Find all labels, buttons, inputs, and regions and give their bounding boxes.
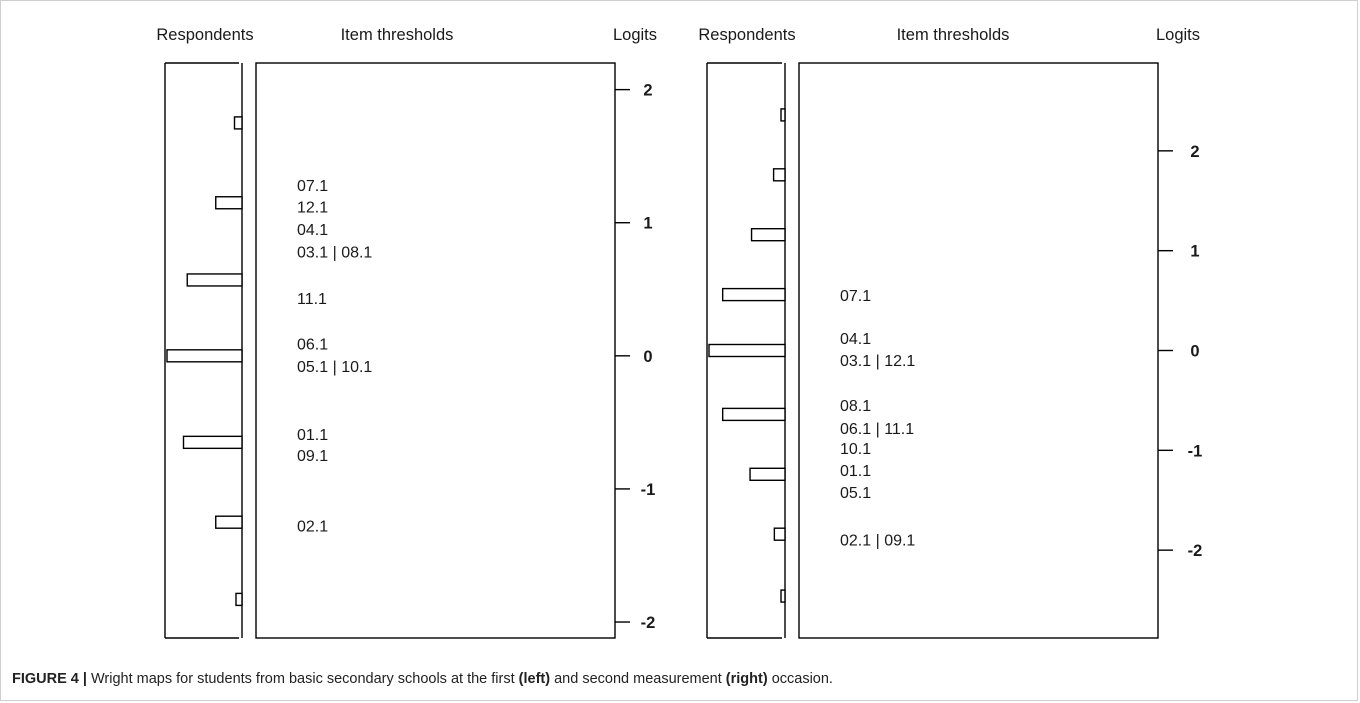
right-logit-tick-label-0: 2 (1190, 143, 1199, 161)
left-logit-tick-label-1: 1 (643, 215, 652, 233)
right-item-label-2: 03.1 | 12.1 (840, 353, 915, 370)
right-logits-header: Logits (1156, 26, 1200, 44)
caption-bold-right: (right) (725, 671, 768, 687)
right-items-header: Item thresholds (897, 26, 1010, 44)
left-respondent-bar-6 (235, 592, 243, 607)
left-item-thresholds-box (255, 62, 616, 639)
right-logit-tick-label-3: -1 (1188, 442, 1203, 460)
left-respondent-bar-5 (215, 515, 243, 529)
left-logit-tick-label-4: -2 (641, 614, 656, 632)
right-respondent-bar-6 (749, 467, 786, 481)
caption-text-3: occasion. (767, 671, 833, 687)
left-logit-tick-label-2: 0 (643, 348, 652, 366)
left-respondent-bar-4 (182, 435, 243, 450)
left-item-label-3: 03.1 | 08.1 (297, 245, 372, 262)
caption-text-1: Wright maps for students from basic seco… (86, 671, 519, 687)
right-item-label-6: 01.1 (840, 463, 871, 480)
figure-label: FIGURE 4 | (12, 671, 87, 687)
left-logits-header: Logits (613, 26, 657, 44)
left-respondent-bar-1 (215, 196, 243, 210)
right-respondent-bar-3 (721, 287, 786, 302)
left-item-label-7: 01.1 (297, 427, 328, 444)
right-respondent-bar-2 (750, 228, 786, 242)
right-logit-tick-label-2: 0 (1190, 343, 1199, 361)
right-item-label-1: 04.1 (840, 331, 871, 348)
right-item-label-3: 08.1 (840, 398, 871, 415)
left-respondent-bar-3 (166, 349, 243, 363)
right-respondent-bar-1 (772, 168, 786, 182)
right-respondent-bar-8 (780, 589, 786, 603)
right-item-label-4: 06.1 | 11.1 (840, 421, 914, 438)
left-logit-tick-label-3: -1 (641, 481, 656, 499)
right-item-label-7: 05.1 (840, 485, 871, 502)
left-item-label-6: 05.1 | 10.1 (297, 359, 372, 376)
left-item-label-4: 11.1 (297, 291, 327, 308)
left-item-label-8: 09.1 (297, 448, 328, 465)
caption-text-2: and second measurement (550, 671, 726, 687)
left-logit-tick-label-0: 2 (643, 82, 652, 100)
right-item-label-8: 02.1 | 09.1 (840, 533, 915, 550)
right-item-thresholds-box (798, 62, 1159, 639)
right-respondent-bar-7 (773, 527, 786, 541)
left-item-label-0: 07.1 (297, 178, 328, 195)
right-item-label-0: 07.1 (840, 288, 871, 305)
right-logit-tick-label-1: 1 (1190, 243, 1199, 261)
right-item-label-5: 10.1 (840, 441, 871, 458)
left-item-label-5: 06.1 (297, 336, 328, 353)
left-item-label-9: 02.1 (297, 519, 328, 536)
right-respondent-bar-0 (780, 108, 786, 122)
right-logit-tick-label-4: -2 (1188, 542, 1203, 560)
left-item-label-1: 12.1 (297, 199, 328, 216)
left-respondent-bar-0 (233, 116, 243, 130)
right-respondent-bar-5 (721, 407, 786, 422)
figure-caption: FIGURE 4 | Wright maps for students from… (12, 671, 833, 687)
left-respondent-bar-2 (186, 273, 243, 287)
caption-bold-left: (left) (518, 671, 551, 687)
right-respondent-bar-4 (708, 343, 786, 358)
left-items-header: Item thresholds (341, 26, 454, 44)
left-respondents-header: Respondents (156, 26, 253, 44)
right-respondents-header: Respondents (698, 26, 795, 44)
left-item-label-2: 04.1 (297, 222, 328, 239)
